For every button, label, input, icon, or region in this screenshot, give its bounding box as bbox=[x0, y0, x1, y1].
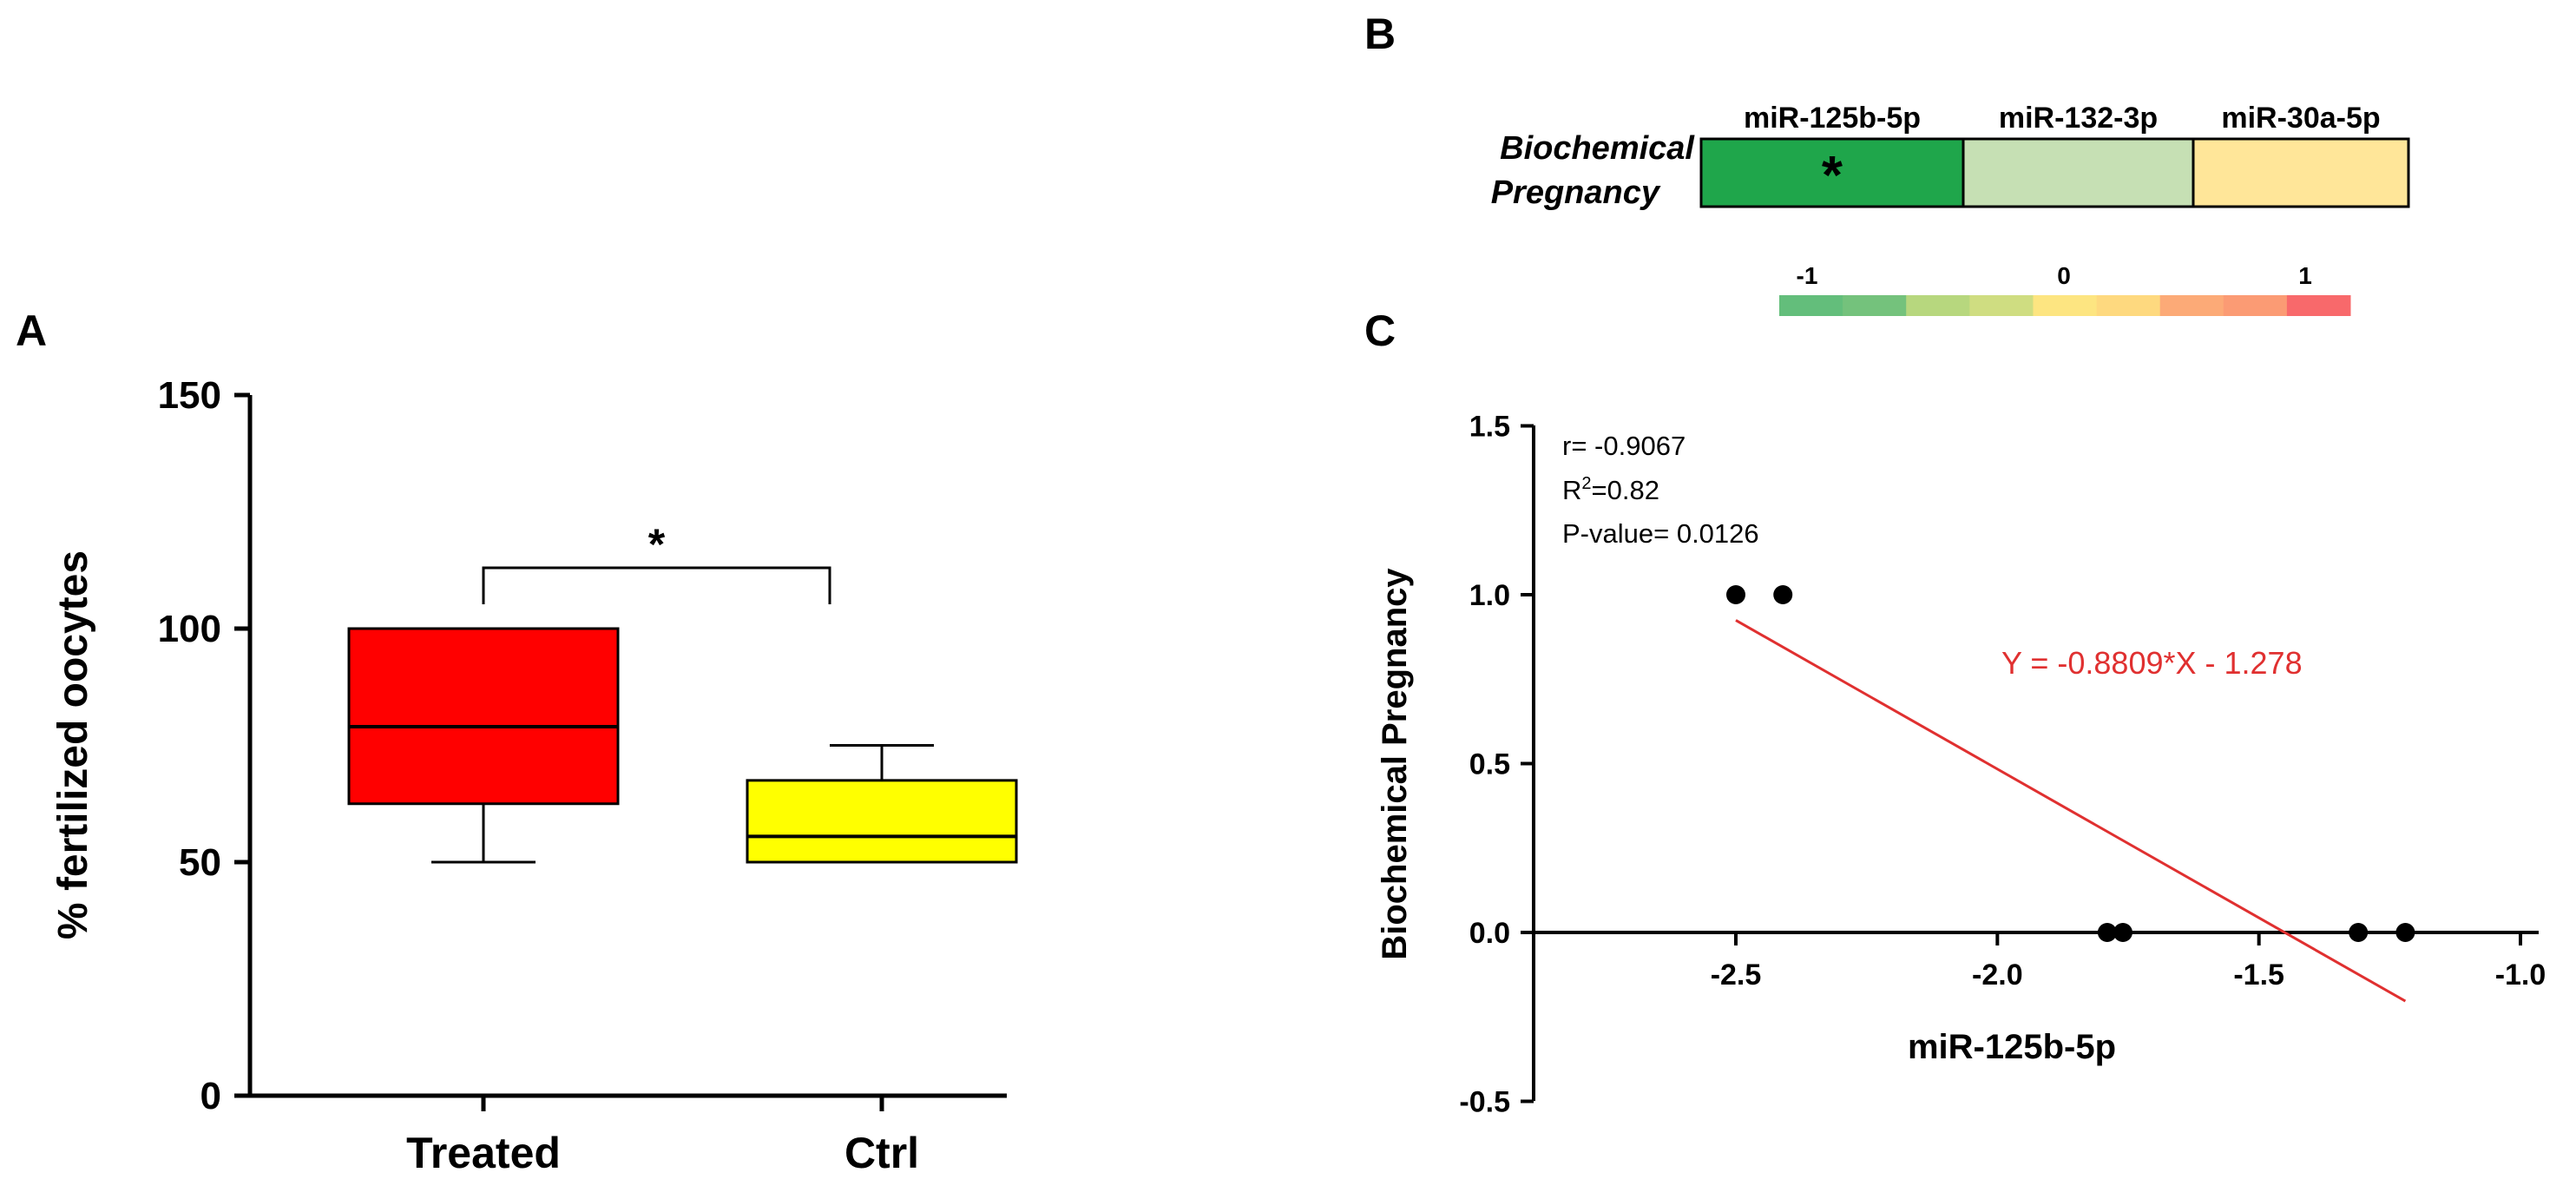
box-ctrl bbox=[746, 779, 1018, 864]
x-tick-label: -2.0 bbox=[1972, 959, 2023, 991]
color-scale-label: 1 bbox=[2298, 262, 2312, 289]
scatter-point bbox=[1726, 585, 1745, 604]
heatmap-column-label: miR-30a-5p bbox=[2221, 102, 2380, 135]
heatmap-column-label: miR-125b-5p bbox=[1744, 102, 1921, 135]
scatter-point bbox=[2113, 923, 2132, 942]
y-tick-label: 50 bbox=[179, 841, 221, 884]
axis-ticks: -0.5 0.0 0.5 1.0 1.5 -2.5 -2.0 -1.5 -1.0 bbox=[1459, 411, 2546, 1119]
box-treated bbox=[347, 627, 620, 806]
heatmap-row-label-line2: Pregnancy bbox=[1491, 175, 1661, 211]
stat-r-squared: R2=0.82 bbox=[1562, 474, 1659, 505]
color-scale-swatch bbox=[2159, 295, 2224, 316]
scatter-point bbox=[2349, 923, 2369, 942]
x-axis-title: miR-125b-5p bbox=[1908, 1028, 2116, 1066]
y-tick-label: 150 bbox=[158, 374, 221, 417]
y-ticks: 0 50 100 150 bbox=[158, 374, 250, 1117]
category-label: Treated bbox=[406, 1129, 561, 1177]
y-tick-label: -0.5 bbox=[1459, 1086, 1510, 1119]
panel-letter-a: A bbox=[16, 306, 47, 355]
color-scale-swatch bbox=[1779, 295, 1843, 316]
x-tick-label: -1.5 bbox=[2233, 959, 2284, 991]
scatter-point bbox=[2395, 923, 2415, 942]
y-tick-label: 1.5 bbox=[1469, 411, 1510, 444]
heatmap-row-label-line1: Biochemical bbox=[1500, 130, 1695, 167]
color-scale-swatch bbox=[2286, 295, 2351, 316]
boxes: Treated Ctrl bbox=[347, 627, 1018, 1177]
y-tick-label: 0 bbox=[200, 1075, 221, 1117]
x-tick-label: -1.0 bbox=[2495, 959, 2546, 991]
panel-letter-c: C bbox=[1364, 306, 1396, 355]
color-scale: -1 0 1 bbox=[1779, 262, 2351, 316]
scatter-points bbox=[1726, 585, 2415, 942]
color-scale-swatch bbox=[2033, 295, 2098, 316]
scatter-panel: -0.5 0.0 0.5 1.0 1.5 -2.5 -2.0 -1.5 -1.0 r= -0.9… bbox=[1376, 411, 2546, 1119]
stat-r2-sup: 2 bbox=[1581, 474, 1591, 493]
heatmap-column-label: miR-132-3p bbox=[1999, 102, 2158, 135]
regression-equation: Y = -0.8809*X - 1.278 bbox=[2001, 645, 2303, 681]
color-scale-swatch bbox=[1969, 295, 2034, 316]
stat-r2-prefix: R bbox=[1562, 475, 1581, 505]
heatmap-cell bbox=[1699, 137, 1965, 208]
regression-line-segment bbox=[1735, 619, 2407, 1003]
color-scale-swatch bbox=[2096, 295, 2161, 316]
stat-p-value: P-value= 0.0126 bbox=[1562, 518, 1759, 549]
scatter-point bbox=[1773, 585, 1793, 604]
y-tick-label: 0.5 bbox=[1469, 748, 1510, 781]
y-axis-title: Biochemical Pregnancy bbox=[1376, 568, 1414, 960]
x-tick-label: -2.5 bbox=[1711, 959, 1762, 991]
y-tick-label: 100 bbox=[158, 608, 221, 650]
scatter-point bbox=[2097, 923, 2117, 942]
heatmap-cell bbox=[2192, 137, 2410, 208]
color-scale-swatch bbox=[1906, 295, 1970, 316]
panel-letter-b: B bbox=[1364, 10, 1396, 58]
y-axis-title: % fertilized oocytes bbox=[50, 550, 96, 939]
bracket-line bbox=[482, 566, 831, 605]
significance-bracket: * bbox=[482, 520, 831, 605]
color-scale-swatch bbox=[2223, 295, 2288, 316]
color-scale-label: 0 bbox=[2057, 262, 2071, 289]
y-tick-label: 1.0 bbox=[1469, 579, 1510, 612]
stat-r2-value: =0.82 bbox=[1592, 475, 1659, 505]
heatmap-panel: Biochemical Pregnancy miR-125b-5p * miR-13… bbox=[1491, 102, 2410, 316]
category-label: Ctrl bbox=[844, 1129, 919, 1177]
color-scale-label: -1 bbox=[1797, 262, 1818, 289]
y-tick-label: 0.0 bbox=[1469, 917, 1510, 950]
heatmap-cells: miR-125b-5p * miR-132-3p miR-30a-5p bbox=[1699, 102, 2410, 208]
stat-r: r= -0.9067 bbox=[1562, 431, 1686, 461]
regression-line bbox=[1735, 619, 2407, 1003]
significance-star: * bbox=[648, 520, 666, 569]
significance-star: * bbox=[1822, 146, 1843, 206]
box-plot-panel: 0 50 100 150 Treated Ctrl * % fertilized ooc… bbox=[50, 374, 1018, 1177]
color-scale-swatch bbox=[1843, 295, 1907, 316]
heatmap-cell bbox=[1962, 137, 2195, 208]
